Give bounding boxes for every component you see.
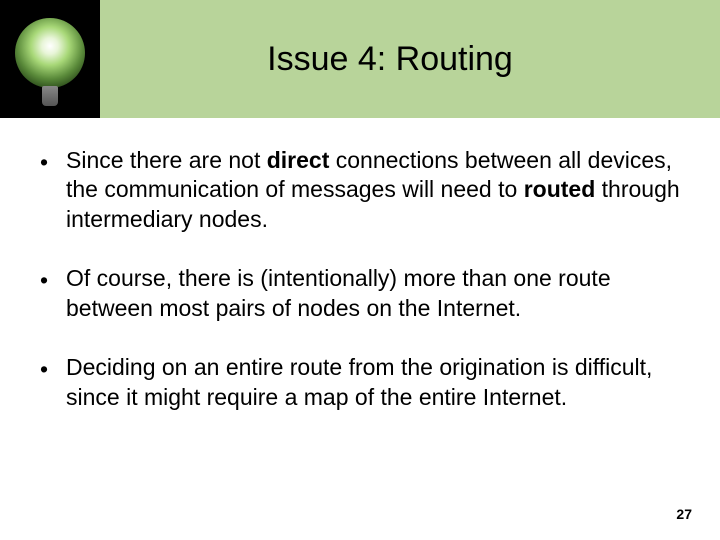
- bullet-text: Deciding on an entire route from the ori…: [66, 353, 680, 412]
- slide-title: Issue 4: Routing: [100, 40, 720, 79]
- bullet-item: • Deciding on an entire route from the o…: [40, 353, 680, 412]
- bullet-marker: •: [40, 146, 66, 234]
- bullet-text: Of course, there is (intentionally) more…: [66, 264, 680, 323]
- slide-body: • Since there are not direct connections…: [0, 118, 720, 412]
- bullet-marker: •: [40, 264, 66, 323]
- lightbulb-icon: [0, 0, 100, 118]
- bullet-item: • Of course, there is (intentionally) mo…: [40, 264, 680, 323]
- bullet-text: Since there are not direct connections b…: [66, 146, 680, 234]
- bullet-marker: •: [40, 353, 66, 412]
- page-number: 27: [676, 506, 692, 522]
- bullet-item: • Since there are not direct connections…: [40, 146, 680, 234]
- header-bar: Issue 4: Routing: [0, 0, 720, 118]
